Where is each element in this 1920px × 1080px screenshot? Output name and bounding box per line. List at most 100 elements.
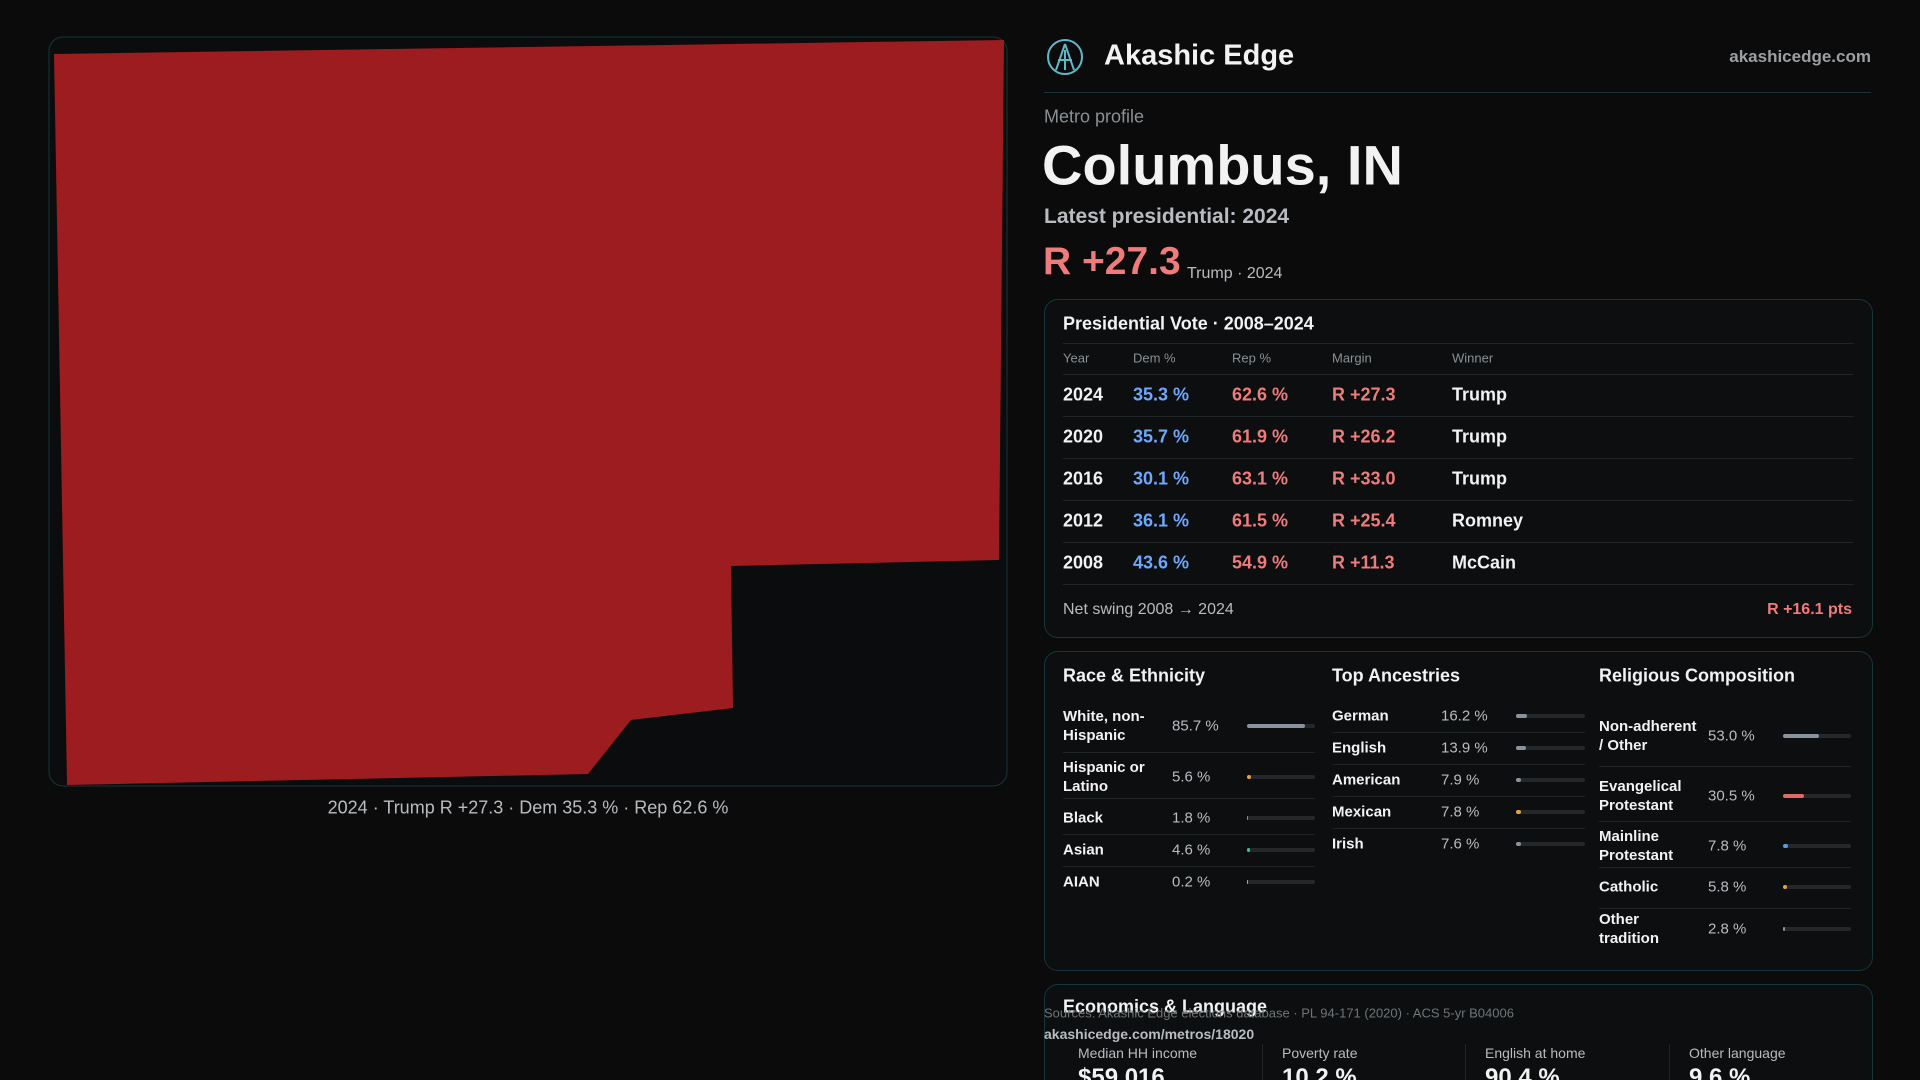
vote-card (1044, 299, 1873, 638)
section-title: Economics & Language (1063, 996, 1268, 1017)
swing-label: Net swing 2008 → 2024 (1063, 601, 1234, 618)
row-value: 16.2 % (1441, 707, 1488, 725)
cell: 2012 (1063, 510, 1104, 531)
cell: R +25.4 (1332, 510, 1396, 531)
row-divider (1063, 458, 1853, 459)
bar (1783, 885, 1787, 889)
row-divider (1063, 416, 1853, 417)
bar-track (1783, 927, 1851, 931)
bar-track (1247, 816, 1315, 820)
row-label: German (1332, 707, 1389, 725)
stat-value: 9.6 % (1689, 1064, 1751, 1080)
row-value: 7.9 % (1441, 771, 1480, 789)
bar-track (1247, 724, 1315, 728)
row-divider (1332, 764, 1585, 765)
column-header: Dem % (1133, 350, 1176, 366)
url[interactable]: akashicedge.com/metros/18020 (1044, 1026, 1255, 1042)
row-divider (1332, 732, 1585, 733)
row-label: English (1332, 739, 1387, 757)
stat-value: 90.4 % (1485, 1064, 1560, 1080)
bar (1516, 714, 1528, 718)
cell: R +33.0 (1332, 468, 1396, 489)
row-divider (1063, 500, 1853, 501)
vote-title: Presidential Vote · 2008–2024 (1063, 313, 1314, 334)
row-divider (1063, 797, 1315, 799)
latest: Latest presidential: 2024 (1044, 205, 1290, 228)
bar-track (1247, 848, 1315, 852)
column-header: Winner (1452, 350, 1494, 366)
row-label: Other tradition (1599, 911, 1659, 947)
bar (1516, 778, 1522, 782)
brand: Akashic Edge (1104, 39, 1295, 72)
column-header: Year (1063, 350, 1090, 366)
cell: 35.7 % (1133, 426, 1190, 447)
stat-label: Median HH income (1078, 1045, 1198, 1061)
cell: 61.9 % (1232, 426, 1289, 447)
bar-track (1516, 746, 1585, 750)
bar-track (1247, 775, 1315, 779)
cell: 2024 (1063, 384, 1104, 405)
bar-track (1783, 734, 1851, 738)
cell: McCain (1452, 552, 1517, 573)
row-label: American (1332, 771, 1401, 789)
row-value: 0.2 % (1172, 873, 1211, 891)
row-value: 30.5 % (1708, 787, 1755, 805)
bar (1516, 746, 1526, 750)
cell: Trump (1452, 384, 1508, 405)
bar-track (1783, 794, 1851, 798)
kicker: Metro profile (1044, 106, 1145, 127)
row-divider (1063, 866, 1315, 867)
row-value: 1.8 % (1172, 809, 1211, 827)
row-divider (1063, 834, 1315, 835)
bar (1247, 848, 1251, 852)
stat-divider (1262, 1044, 1263, 1080)
stat-divider (1465, 1044, 1466, 1080)
bar (1516, 842, 1522, 846)
row-value: 5.8 % (1708, 878, 1747, 896)
row-label: Irish (1332, 835, 1364, 853)
cell: 30.1 % (1133, 468, 1190, 489)
bar (1783, 927, 1785, 931)
metro-shape[interactable] (54, 40, 1004, 785)
margin: R +27.3 (1043, 240, 1181, 283)
cell: 2008 (1063, 552, 1104, 573)
cell: 2016 (1063, 468, 1104, 489)
row-value: 2.8 % (1708, 920, 1747, 938)
row-value: 85.7 % (1172, 717, 1219, 735)
divider (1044, 92, 1871, 93)
economics-card (1044, 984, 1873, 1080)
row-value: 53.0 % (1708, 727, 1755, 745)
bar-track (1516, 842, 1585, 846)
row-label: Non-adherent / Other (1599, 718, 1697, 754)
swing-value: R +16.1 pts (1767, 601, 1852, 618)
map-caption: 2024 · Trump R +27.3 · Dem 35.3 % · Rep … (327, 797, 729, 818)
logo (1047, 39, 1083, 75)
row-label: Catholic (1599, 878, 1659, 896)
cell: 36.1 % (1133, 510, 1190, 531)
row-value: 5.6 % (1172, 768, 1211, 786)
cell: 61.5 % (1232, 510, 1289, 531)
row-label: AIAN (1063, 873, 1100, 891)
stat-divider (1669, 1044, 1670, 1080)
demographics-card (1044, 651, 1873, 971)
row-label: Evangelical Protestant (1599, 778, 1682, 814)
row-divider (1599, 908, 1851, 909)
cell: R +11.3 (1332, 552, 1395, 573)
row-divider (1599, 821, 1851, 822)
stat-value: 10.2 % (1282, 1064, 1357, 1080)
bar (1783, 844, 1789, 848)
bar (1516, 810, 1522, 814)
row-label: Black (1063, 809, 1104, 827)
row-value: 7.8 % (1708, 837, 1747, 855)
stat-label: English at home (1485, 1045, 1586, 1061)
column-header: Rep % (1232, 350, 1272, 366)
section-title: Religious Composition (1599, 665, 1795, 686)
sources: Sources: Akashic Edge elections database… (1044, 1005, 1514, 1021)
bar-track (1516, 810, 1585, 814)
bar (1783, 794, 1804, 798)
bar-track (1783, 885, 1851, 889)
row-divider (1332, 828, 1585, 829)
site-link[interactable]: akashicedge.com (1729, 47, 1871, 66)
